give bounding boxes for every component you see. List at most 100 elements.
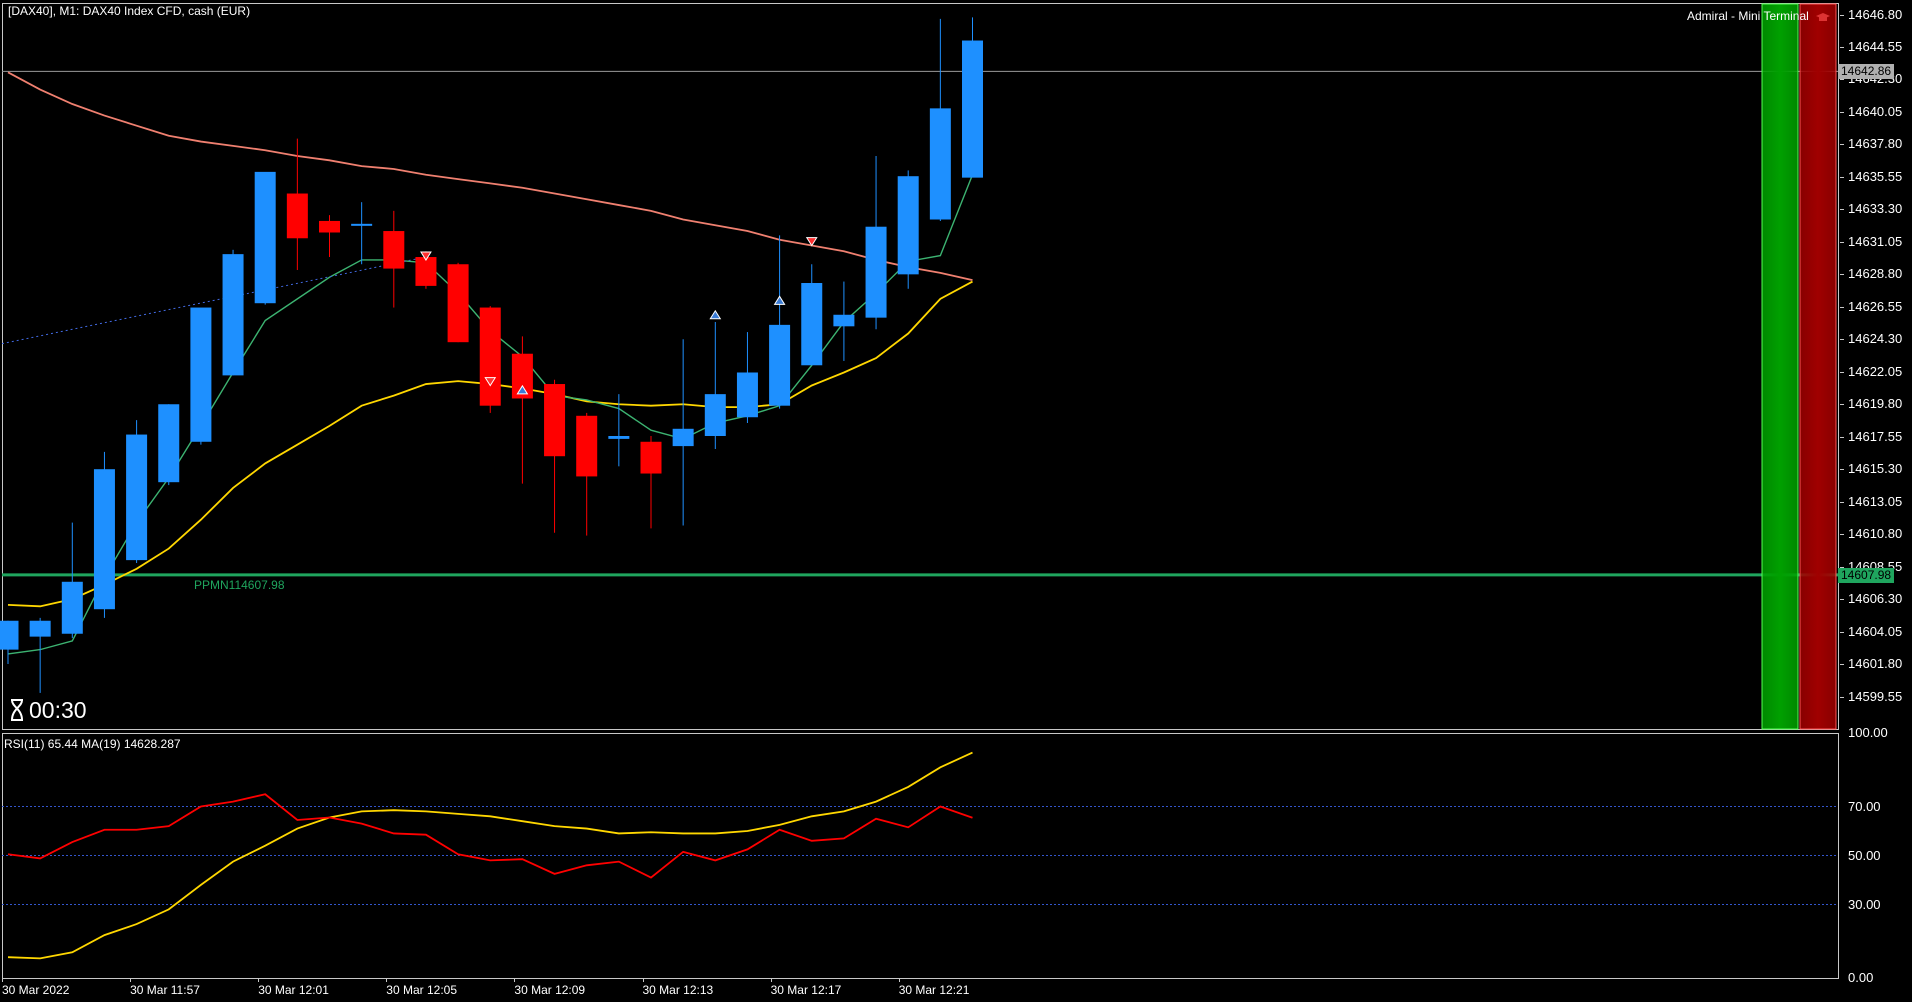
mini-terminal-label[interactable]: Admiral - Mini Terminal xyxy=(1687,9,1831,23)
candle[interactable] xyxy=(93,451,115,618)
mini-terminal-text: Admiral - Mini Terminal xyxy=(1687,9,1809,23)
candle-body[interactable] xyxy=(929,108,951,220)
candle[interactable] xyxy=(351,202,373,265)
candle-body[interactable] xyxy=(769,324,791,406)
candle-body[interactable] xyxy=(351,223,373,226)
candle[interactable] xyxy=(608,394,630,467)
candle-body[interactable] xyxy=(415,257,437,286)
candle[interactable] xyxy=(576,412,598,536)
candle[interactable] xyxy=(640,436,662,529)
price-tick-label: 14631.05 xyxy=(1848,233,1903,249)
candle-body[interactable] xyxy=(897,176,919,275)
price-axis[interactable]: 14646.8014644.5514642.3014640.0514637.80… xyxy=(1840,0,1912,1002)
candle-body[interactable] xyxy=(319,220,340,233)
price-tick-label: 14644.55 xyxy=(1848,39,1903,55)
candle[interactable] xyxy=(447,262,469,343)
sell-arrow-icon[interactable] xyxy=(484,377,497,387)
candle[interactable] xyxy=(962,17,983,178)
candle[interactable] xyxy=(544,379,566,533)
time-tick-mark xyxy=(386,978,388,982)
candle-body[interactable] xyxy=(511,353,533,399)
time-tick-label: 30 Mar 12:01 xyxy=(258,983,329,997)
candle[interactable] xyxy=(286,138,308,271)
candle[interactable] xyxy=(511,336,533,484)
candle-body[interactable] xyxy=(126,434,148,561)
candle-body[interactable] xyxy=(93,469,115,610)
trend-line-dotted xyxy=(1,256,427,345)
candle-body[interactable] xyxy=(0,620,19,650)
candle-body[interactable] xyxy=(962,40,983,178)
candle-body[interactable] xyxy=(190,307,212,442)
candle[interactable] xyxy=(126,420,148,564)
buy-arrow-icon[interactable] xyxy=(709,309,722,320)
candle-body[interactable] xyxy=(640,441,662,474)
candle-body[interactable] xyxy=(801,283,823,366)
pivot-label: PPMN114607.98 xyxy=(194,578,285,592)
rsi-tick-label: 0.00 xyxy=(1848,970,1874,985)
candle[interactable] xyxy=(158,404,180,486)
candle-body[interactable] xyxy=(704,394,726,437)
candle-body[interactable] xyxy=(544,384,566,457)
price-tick-label: 14615.30 xyxy=(1848,461,1903,477)
candle-body[interactable] xyxy=(383,231,405,269)
candle[interactable] xyxy=(736,332,758,424)
candle[interactable] xyxy=(61,522,83,639)
price-tick-label: 14626.55 xyxy=(1848,298,1903,314)
candle[interactable] xyxy=(769,235,791,409)
candle[interactable] xyxy=(897,170,919,289)
candle[interactable] xyxy=(319,215,340,258)
buy-arrow-icon[interactable] xyxy=(516,384,529,395)
rsi-tick-label: 50.00 xyxy=(1848,847,1881,863)
price-tick-label: 14613.05 xyxy=(1848,493,1903,509)
candle[interactable] xyxy=(929,18,951,221)
time-tick-label: 30 Mar 2022 xyxy=(2,983,70,997)
candle-body[interactable] xyxy=(447,264,469,343)
symbol-title: [DAX40], M1: DAX40 Index CFD, cash (EUR) xyxy=(8,4,251,18)
candle[interactable] xyxy=(383,210,405,308)
pivot-price-tag: 14607.98 xyxy=(1838,567,1895,583)
sell-arrow-icon[interactable] xyxy=(805,237,818,247)
candle[interactable] xyxy=(672,339,694,526)
candle-body[interactable] xyxy=(61,581,83,634)
candle-body[interactable] xyxy=(222,254,244,376)
candle[interactable] xyxy=(190,307,212,445)
graduation-cap-icon[interactable] xyxy=(1816,12,1831,22)
candles[interactable] xyxy=(0,17,983,693)
candle-body[interactable] xyxy=(833,314,855,327)
price-tick-mark xyxy=(1840,436,1844,438)
time-axis[interactable]: 30 Mar 2022 30 Mar 11:57 30 Mar 12:01 30 Ma… xyxy=(0,978,1840,1000)
candle-body[interactable] xyxy=(479,307,501,406)
time-tick-mark xyxy=(2,978,3,982)
candle[interactable] xyxy=(0,620,19,665)
candle-body[interactable] xyxy=(576,415,598,477)
candle-body[interactable] xyxy=(608,436,630,439)
candle-body[interactable] xyxy=(865,226,887,318)
candle[interactable] xyxy=(801,264,823,366)
buy-arrow-icon[interactable] xyxy=(773,295,786,305)
candle[interactable] xyxy=(704,321,726,449)
candle-body[interactable] xyxy=(672,428,694,447)
candle-body[interactable] xyxy=(158,404,180,483)
rsi-line xyxy=(7,793,973,879)
trade-markers[interactable] xyxy=(420,237,818,395)
rsi-axis[interactable]: 100.00 70.00 50.00 30.00 0.00 xyxy=(1840,0,1912,1002)
price-tick-mark xyxy=(1840,404,1844,406)
candle[interactable] xyxy=(865,155,887,330)
price-tick-label: 14640.05 xyxy=(1848,103,1903,119)
time-tick-label: 30 Mar 11:57 xyxy=(130,983,200,997)
candle-body[interactable] xyxy=(736,372,758,418)
sell-arrow-icon[interactable] xyxy=(420,251,432,261)
candle[interactable] xyxy=(222,249,244,376)
time-tick-label: 30 Mar 12:09 xyxy=(514,983,586,997)
candle-body[interactable] xyxy=(29,620,51,637)
candle[interactable] xyxy=(479,306,501,413)
candle-body[interactable] xyxy=(286,193,308,239)
price-tick-label: 14617.55 xyxy=(1848,428,1903,444)
candle[interactable] xyxy=(29,617,51,693)
time-tick-mark xyxy=(642,978,644,982)
candle[interactable] xyxy=(833,281,855,361)
candle[interactable] xyxy=(254,171,276,305)
price-tick-mark xyxy=(1840,306,1844,308)
candle-body[interactable] xyxy=(254,171,276,304)
